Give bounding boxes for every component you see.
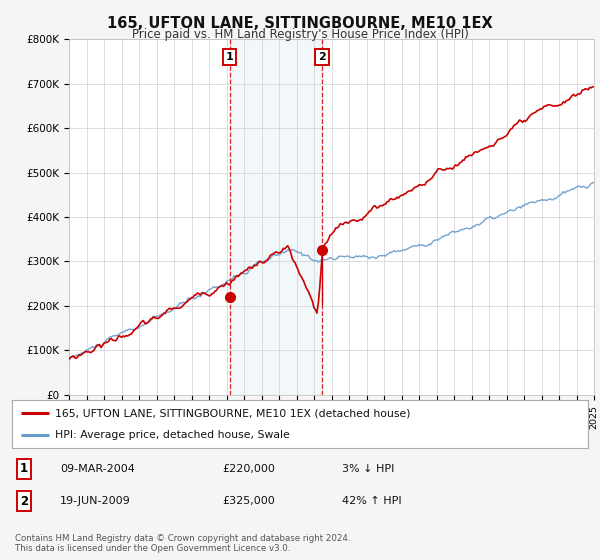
Text: 09-MAR-2004: 09-MAR-2004 [60, 464, 135, 474]
Text: HPI: Average price, detached house, Swale: HPI: Average price, detached house, Swal… [55, 430, 290, 440]
Text: Contains HM Land Registry data © Crown copyright and database right 2024.
This d: Contains HM Land Registry data © Crown c… [15, 534, 350, 553]
Text: £325,000: £325,000 [222, 496, 275, 506]
Text: 165, UFTON LANE, SITTINGBOURNE, ME10 1EX: 165, UFTON LANE, SITTINGBOURNE, ME10 1EX [107, 16, 493, 31]
Text: 2: 2 [318, 52, 326, 62]
Text: 1: 1 [226, 52, 234, 62]
Text: 165, UFTON LANE, SITTINGBOURNE, ME10 1EX (detached house): 165, UFTON LANE, SITTINGBOURNE, ME10 1EX… [55, 408, 410, 418]
Text: 1: 1 [20, 462, 28, 475]
Text: 42% ↑ HPI: 42% ↑ HPI [342, 496, 401, 506]
Text: 3% ↓ HPI: 3% ↓ HPI [342, 464, 394, 474]
Bar [230, 39, 322, 395]
Text: 2: 2 [20, 494, 28, 508]
Text: 19-JUN-2009: 19-JUN-2009 [60, 496, 131, 506]
Text: Price paid vs. HM Land Registry's House Price Index (HPI): Price paid vs. HM Land Registry's House … [131, 28, 469, 41]
Text: £220,000: £220,000 [222, 464, 275, 474]
